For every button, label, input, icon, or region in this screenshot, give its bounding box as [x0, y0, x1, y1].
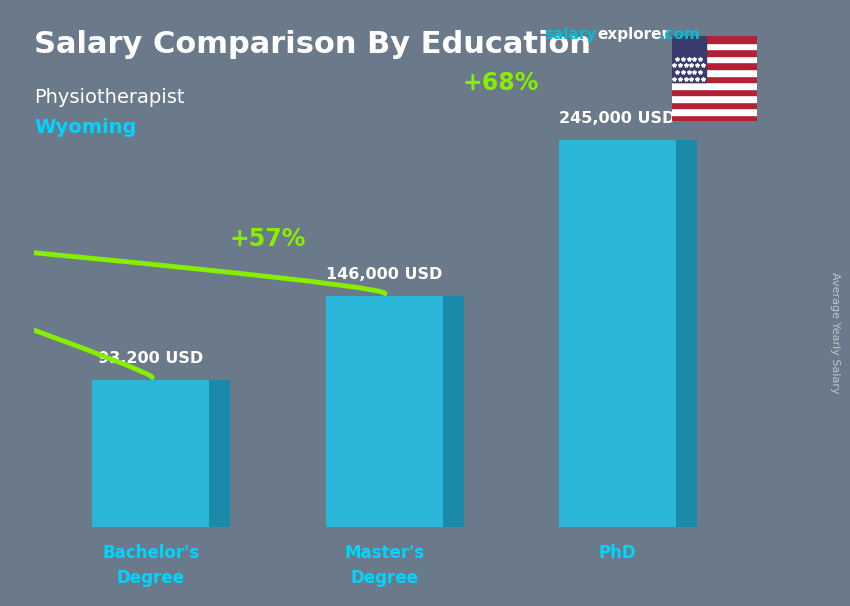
Polygon shape [443, 296, 463, 527]
Text: 93,200 USD: 93,200 USD [98, 351, 203, 366]
FancyArrowPatch shape [0, 0, 385, 294]
Bar [672, 43, 756, 50]
Bar [672, 62, 756, 69]
Bar [672, 88, 756, 95]
Bar [326, 296, 443, 527]
Text: 146,000 USD: 146,000 USD [326, 267, 442, 282]
Text: Physiotherapist: Physiotherapist [34, 88, 184, 107]
Bar [672, 69, 756, 76]
Bar [672, 36, 756, 43]
Bar [672, 95, 756, 102]
Text: salary: salary [544, 27, 597, 42]
Bar [559, 140, 676, 527]
Polygon shape [209, 380, 230, 527]
Text: explorer: explorer [598, 27, 670, 42]
Bar [672, 115, 756, 121]
Text: Salary Comparison By Education: Salary Comparison By Education [34, 30, 591, 59]
Text: Average Yearly Salary: Average Yearly Salary [830, 273, 840, 394]
Bar [672, 108, 756, 115]
Bar [672, 50, 756, 56]
Text: +68%: +68% [462, 71, 539, 95]
Bar [93, 380, 209, 527]
Bar [672, 82, 756, 88]
Text: .com: .com [660, 27, 700, 42]
Bar [672, 36, 705, 82]
Text: 245,000 USD: 245,000 USD [559, 111, 676, 125]
Text: +57%: +57% [230, 227, 306, 251]
Bar [672, 76, 756, 82]
Bar [672, 56, 756, 62]
Text: Wyoming: Wyoming [34, 118, 136, 137]
FancyArrowPatch shape [0, 0, 152, 378]
Polygon shape [676, 140, 697, 527]
Bar [672, 102, 756, 108]
